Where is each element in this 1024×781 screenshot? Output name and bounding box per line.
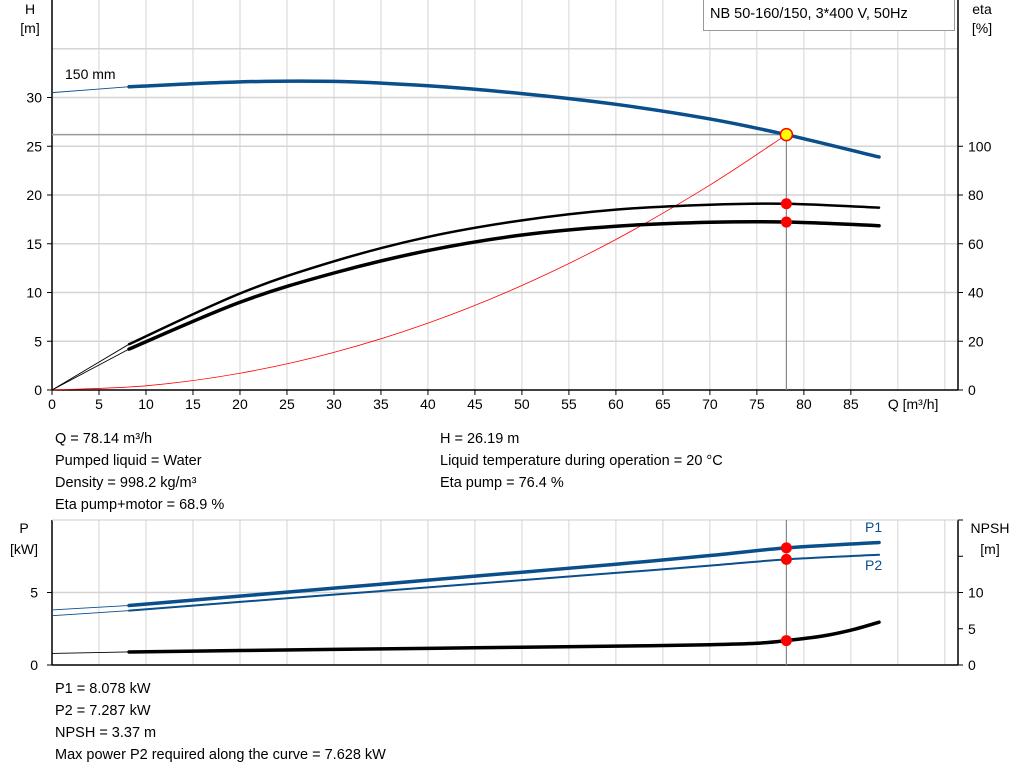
x-tick-label: 55 [561, 396, 577, 412]
info-temperature: Liquid temperature during operation = 20… [440, 453, 723, 469]
x-tick-label: 85 [843, 396, 859, 412]
npsh-axis-unit: [m] [980, 541, 999, 557]
npsh-tick-label: 5 [968, 621, 976, 637]
y-tick-label: 5 [34, 333, 42, 349]
x-tick-label: 0 [48, 396, 56, 412]
eta-total-curve-extrapolated [51, 348, 130, 391]
npsh-axis-label: NPSH [971, 520, 1010, 536]
npsh-tick-label: 0 [968, 657, 976, 673]
npsh-curve-extrapolated [51, 651, 130, 654]
p1-marker [780, 542, 792, 554]
info-liquid: Pumped liquid = Water [55, 453, 202, 469]
head-curve-label: 150 mm [65, 66, 116, 82]
info-top-col1: Q = 78.14 m³/h Pumped liquid = Water Den… [55, 428, 224, 516]
x-axis-label: Q [m³/h] [888, 396, 939, 412]
p-tick-label: 0 [30, 657, 38, 673]
p2-label: P2 [865, 557, 882, 573]
y-tick-label: 25 [26, 138, 42, 154]
p2-curve-extrapolated [51, 610, 130, 617]
info-eta-pump: Eta pump = 76.4 % [440, 475, 564, 491]
p1-curve [127, 540, 881, 608]
npsh-marker [780, 635, 792, 647]
eta-pump-curve-extrapolated [51, 343, 130, 391]
y-tick-label: 20 [26, 187, 42, 203]
y2-axis-unit: [%] [972, 20, 992, 36]
info-flow: Q = 78.14 m³/h [55, 431, 153, 447]
info-bottom: P1 = 8.078 kW P2 = 7.287 kW NPSH = 3.37 … [55, 678, 386, 766]
y-axis-unit: [m] [20, 20, 39, 36]
y2-tick-label: 100 [968, 138, 992, 154]
x-tick-label: 60 [608, 396, 624, 412]
x-tick-label: 75 [749, 396, 765, 412]
p1-curve-extrapolated [51, 605, 130, 611]
y2-tick-label: 0 [968, 382, 976, 398]
y-tick-label: 15 [26, 236, 42, 252]
pump-model-legend: NB 50-160/150, 3*400 V, 50Hz [703, 0, 955, 31]
y-tick-label: 10 [26, 285, 42, 301]
info-density: Density = 998.2 kg/m³ [55, 475, 197, 491]
eta-pump-curve [127, 202, 881, 346]
x-tick-label: 50 [514, 396, 530, 412]
system-curve [51, 134, 787, 391]
x-tick-label: 15 [185, 396, 201, 412]
operating-point-marker [779, 127, 794, 142]
eta-total-marker [780, 216, 792, 228]
head-curve-extrapolated [51, 86, 130, 94]
y-tick-label: 0 [34, 382, 42, 398]
p1-label: P1 [865, 519, 882, 535]
x-tick-label: 25 [279, 396, 295, 412]
x-tick-label: 30 [326, 396, 342, 412]
x-tick-label: 80 [796, 396, 812, 412]
y-tick-label: 30 [26, 90, 42, 106]
y2-tick-label: 60 [968, 236, 984, 252]
npsh-tick-label: 10 [968, 585, 984, 601]
y2-axis-label: eta [972, 1, 992, 17]
y2-tick-label: 20 [968, 333, 984, 349]
x-tick-label: 5 [95, 396, 103, 412]
x-tick-label: 35 [373, 396, 389, 412]
info-p1: P1 = 8.078 kW [55, 681, 151, 697]
x-tick-label: 40 [420, 396, 436, 412]
eta-pump-marker [780, 198, 792, 210]
info-npsh: NPSH = 3.37 m [55, 725, 157, 741]
p2-curve [128, 553, 881, 612]
eta-total-curve [127, 219, 881, 351]
x-tick-label: 20 [232, 396, 248, 412]
npsh-curve [127, 620, 881, 654]
p-axis-label: P [19, 520, 28, 536]
y2-tick-label: 40 [968, 285, 984, 301]
x-tick-label: 65 [655, 396, 671, 412]
p-tick-label: 5 [30, 585, 38, 601]
info-p2: P2 = 7.287 kW [55, 703, 151, 719]
x-tick-label: 10 [138, 396, 154, 412]
y2-tick-label: 80 [968, 187, 984, 203]
x-tick-label: 70 [702, 396, 718, 412]
x-tick-label: 45 [467, 396, 483, 412]
info-eta-total: Eta pump+motor = 68.9 % [55, 497, 225, 513]
head-curve [127, 79, 881, 159]
info-head: H = 26.19 m [440, 431, 520, 447]
info-max-p2: Max power P2 required along the curve = … [55, 747, 386, 763]
y-axis-label: H [25, 1, 35, 17]
p-axis-unit: [kW] [10, 541, 38, 557]
info-top-col2: H = 26.19 m Liquid temperature during op… [440, 428, 723, 494]
p2-marker [780, 553, 792, 565]
